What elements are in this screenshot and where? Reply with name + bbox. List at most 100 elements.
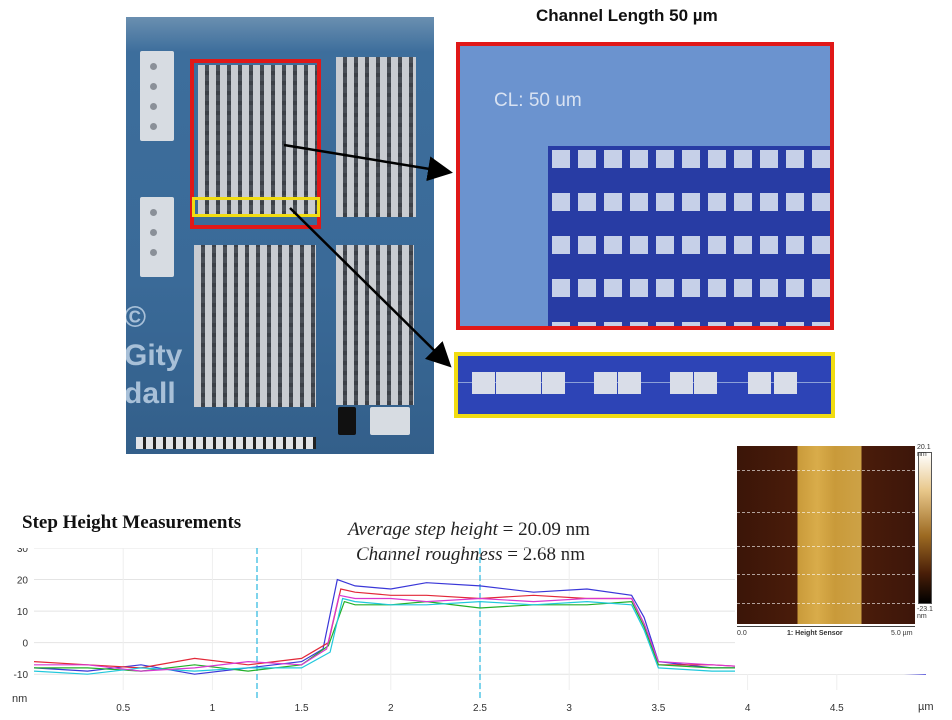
- electrode-pad: [604, 279, 622, 297]
- y-axis-label: nm: [12, 693, 27, 705]
- afm-x-start: 0.0: [737, 630, 747, 637]
- y-tick-label: 30: [17, 548, 29, 555]
- electrode-pad: [578, 236, 596, 254]
- y-tick-label: -10: [14, 670, 29, 681]
- x-axis-label: µm: [918, 701, 934, 713]
- electrode-pad: [708, 150, 726, 168]
- afm-image: [737, 446, 915, 624]
- x-tick-label: 1.5: [295, 703, 309, 714]
- transistor-array-4: [336, 245, 414, 405]
- electrode-pad: [734, 279, 752, 297]
- afm-caption: 1: Height Sensor: [787, 630, 843, 637]
- y-tick-label: 20: [17, 576, 29, 587]
- electrode-pad: [630, 322, 648, 326]
- profile-line-2: [33, 588, 926, 669]
- afm-scale-min: -23.1 nm: [917, 606, 933, 620]
- electrode-pad: [630, 279, 648, 297]
- channel-length-title: Channel Length 50 µm: [536, 6, 718, 25]
- electrode-pad: [656, 236, 674, 254]
- electrode-pad: [694, 372, 717, 394]
- x-tick-label: 2: [388, 703, 394, 714]
- electrode-pad: [812, 193, 830, 211]
- electrode-pad: [760, 150, 778, 168]
- electrode-pad: [786, 279, 804, 297]
- electrode-pad: [760, 236, 778, 254]
- x-tick-label: 4.5: [830, 703, 844, 714]
- electrode-pad: [812, 150, 830, 168]
- channel-length-label: CL: 50 um: [494, 90, 582, 111]
- electrode-pad: [518, 372, 541, 394]
- afm-height-map: 20.1 nm -23.1 nm 0.0 1: Height Sensor 5.…: [735, 444, 935, 674]
- electrode-pad: [630, 193, 648, 211]
- x-tick-label: 0.5: [116, 703, 130, 714]
- electrode-pad: [812, 279, 830, 297]
- electrode-pad: [682, 150, 700, 168]
- transistor-array-2: [336, 57, 416, 217]
- chip-logo-text: © Gity dall: [126, 301, 183, 410]
- electrode-pad: [604, 236, 622, 254]
- contact-pad: [140, 51, 174, 141]
- electrode-pad: [682, 236, 700, 254]
- electrode-pad: [760, 279, 778, 297]
- electrode-pad: [552, 236, 570, 254]
- electrode-pad: [552, 193, 570, 211]
- electrode-pad: [708, 236, 726, 254]
- arrow-to-zoom1: [283, 143, 453, 182]
- average-step-height: Average step height = 20.09 nm: [348, 519, 590, 540]
- transistor-array-3: [194, 245, 316, 407]
- channel-roughness: Channel roughness = 2.68 nm: [356, 544, 586, 565]
- electrode-pad: [656, 150, 674, 168]
- electrode-pad: [708, 279, 726, 297]
- electrode-pad: [630, 236, 648, 254]
- afm-color-scale: [918, 452, 932, 604]
- electrode-pad: [786, 150, 804, 168]
- electrode-pad: [656, 193, 674, 211]
- electrode-pad: [604, 150, 622, 168]
- electrode-pad: [734, 236, 752, 254]
- electrode-pad: [760, 193, 778, 211]
- electrode-pad: [656, 279, 674, 297]
- electrode-pad: [786, 322, 804, 326]
- electrode-pad: [682, 193, 700, 211]
- electrode-pad: [578, 193, 596, 211]
- electrode-pad: [552, 322, 570, 326]
- electrode-pad: [812, 236, 830, 254]
- x-tick-label: 3: [566, 703, 572, 714]
- profile-line-4: [33, 597, 927, 675]
- y-tick-label: 10: [17, 607, 29, 618]
- x-tick-label: 4: [745, 703, 751, 714]
- x-tick-label: 3.5: [651, 703, 665, 714]
- electrode-pad: [578, 279, 596, 297]
- electrode-pad: [552, 150, 570, 168]
- y-tick-label: 0: [22, 639, 28, 650]
- electrode-pad: [774, 372, 797, 394]
- electrode-pad: [542, 372, 565, 394]
- electrode-pad: [708, 193, 726, 211]
- electrode-pad: [618, 372, 641, 394]
- red-selection-box: [190, 59, 321, 229]
- electrode-pad: [708, 322, 726, 326]
- arrow-to-zoom2: [289, 207, 452, 368]
- electrode-pad: [578, 150, 596, 168]
- yellow-selection-box: [192, 197, 320, 217]
- electrode-pad: [760, 322, 778, 326]
- electrode-pad: [656, 322, 674, 326]
- electrode-pad: [786, 236, 804, 254]
- x-tick-label: 2.5: [473, 703, 487, 714]
- channel-zoom-image: CL: 50 um: [456, 42, 834, 330]
- electrode-pad: [630, 150, 648, 168]
- electrode-pad: [670, 372, 693, 394]
- electrode-pad: [594, 372, 617, 394]
- transistor-array-1: [198, 65, 318, 215]
- electrode-pad: [604, 193, 622, 211]
- electrode-pad: [496, 372, 519, 394]
- step-height-title: Step Height Measurements: [22, 512, 242, 533]
- profile-line-1: [33, 578, 927, 675]
- electrode-pad: [578, 322, 596, 326]
- contact-pad: [140, 197, 174, 277]
- x-tick-label: 1: [210, 703, 216, 714]
- row-zoom-image: [454, 352, 835, 418]
- electrode-pad: [604, 322, 622, 326]
- electrode-pad: [734, 150, 752, 168]
